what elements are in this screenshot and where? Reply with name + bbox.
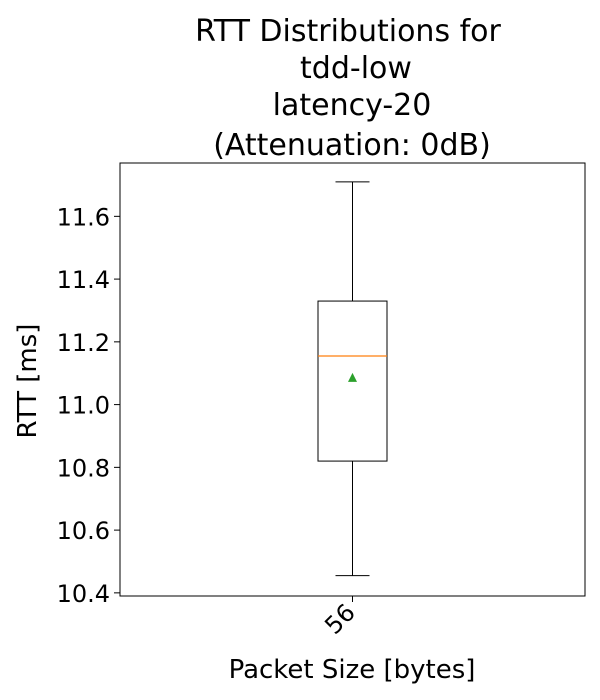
y-tick-label: 11.4 <box>57 266 110 294</box>
x-axis-label: Packet Size [bytes] <box>229 655 476 685</box>
y-axis: 10.4 10.6 10.8 11.0 11.2 11.4 11.6 <box>57 203 120 608</box>
y-tick-label: 11.0 <box>57 392 110 420</box>
y-tick-label: 10.4 <box>57 580 110 608</box>
chart-title-line-3: latency-20 <box>273 88 432 123</box>
mean-marker <box>348 372 357 382</box>
chart-title-line-2: tdd-low <box>300 51 412 86</box>
x-tick-label: 56 <box>319 598 360 639</box>
box-series <box>317 181 388 577</box>
y-tick-label: 11.6 <box>57 203 110 231</box>
y-tick-label: 10.8 <box>57 454 110 482</box>
chart-title-line-4: (Attenuation: 0dB) <box>213 128 491 163</box>
chart-title-line-1: RTT Distributions for <box>195 14 501 49</box>
chart-title: RTT Distributions for tdd-low latency-20… <box>195 14 501 163</box>
x-axis: 56 <box>319 596 361 640</box>
y-tick-label: 11.2 <box>57 329 110 357</box>
y-axis-label: RTT [ms] <box>13 324 43 439</box>
y-tick-label: 10.6 <box>57 517 110 545</box>
iqr-box <box>317 300 388 462</box>
box-56 <box>317 181 388 577</box>
